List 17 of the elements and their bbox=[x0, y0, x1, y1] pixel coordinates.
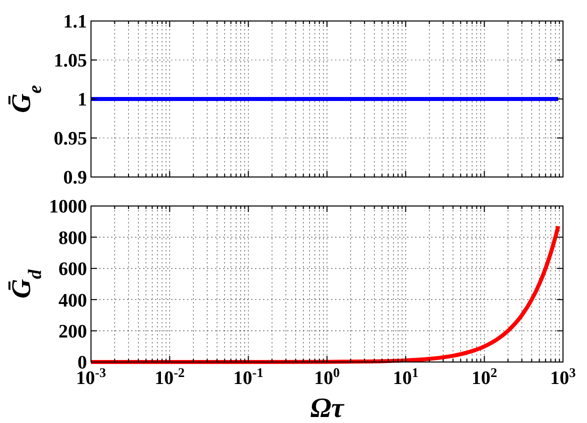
y-tick-label: 0.9 bbox=[63, 168, 87, 189]
x-tick-label: 10$^{0}$ bbox=[314, 364, 340, 389]
y-tick-label: 600 bbox=[58, 259, 87, 280]
x-tick-label: 10$^{-1}$ bbox=[233, 364, 264, 389]
y-tick-label: 1 bbox=[78, 90, 87, 111]
y-tick-label: 1000 bbox=[49, 196, 87, 218]
y-tick-label: 1.05 bbox=[54, 50, 87, 72]
y-tick-label: 800 bbox=[58, 228, 87, 249]
y-tick-label: 200 bbox=[58, 321, 87, 342]
x-axis-title: Ωτ bbox=[310, 393, 346, 423]
x-tick-label: 10$^{2}$ bbox=[472, 364, 498, 389]
x-tick-label: 10$^{1}$ bbox=[392, 364, 418, 389]
x-tick-label: 10$^{-2}$ bbox=[154, 364, 186, 389]
y-tick-label: 400 bbox=[58, 290, 87, 312]
y-tick-label: 0.95 bbox=[54, 128, 87, 150]
x-tick-label: 10$^{3}$ bbox=[550, 364, 576, 389]
y-tick-label: 1.1 bbox=[63, 12, 87, 33]
